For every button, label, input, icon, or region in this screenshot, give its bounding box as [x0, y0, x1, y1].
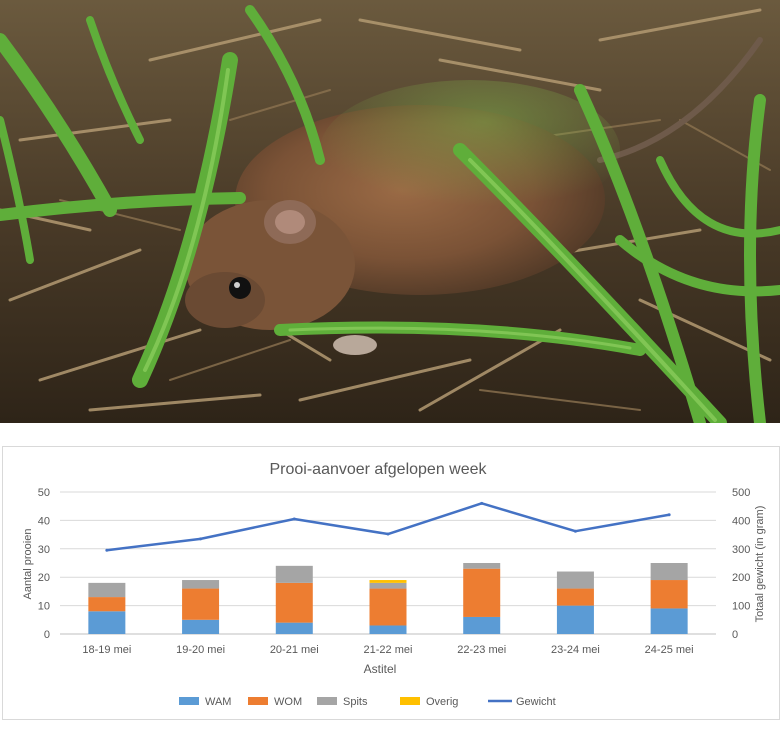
- y2-tick-label: 400: [732, 515, 750, 527]
- legend-item-spits: Spits: [317, 696, 368, 708]
- line-point: [573, 529, 577, 533]
- prey-delivery-chart: Prooi-aanvoer afgelopen week 0 10 20 30 40 50…: [22, 461, 766, 708]
- legend-label: WOM: [274, 696, 302, 708]
- y2-tick-label: 200: [732, 572, 750, 584]
- legend-swatch: [400, 697, 420, 705]
- bar-segment-spits: [182, 580, 220, 589]
- legend-item-gewicht: Gewicht: [488, 696, 556, 708]
- line-point: [667, 513, 671, 517]
- x-tick-label: 23-24 mei: [551, 644, 600, 656]
- bar-segment-wom: [369, 588, 407, 626]
- vole-photo-illustration: [0, 0, 780, 423]
- legend-item-wam: WAM: [179, 696, 231, 708]
- legend-swatch: [248, 697, 268, 705]
- x-axis-label: Astitel: [364, 662, 397, 676]
- line-point: [105, 548, 109, 552]
- bar-segment-wom: [182, 588, 220, 620]
- bars: [88, 563, 688, 634]
- y2-tick-label: 100: [732, 601, 750, 613]
- legend-swatch: [317, 697, 337, 705]
- bar-segment-wom: [275, 582, 313, 623]
- y2-tick-label: 300: [732, 544, 750, 556]
- legend-swatch: [179, 697, 199, 705]
- weight-line: [105, 501, 671, 552]
- legend-label: WAM: [205, 696, 231, 708]
- bar-segment-wom: [650, 580, 688, 609]
- line-series-gewicht: [106, 502, 670, 552]
- chart-title: Prooi-aanvoer afgelopen week: [269, 461, 487, 478]
- bar-segment-wam: [556, 605, 594, 634]
- bar-segment-spits: [88, 582, 126, 598]
- x-tick-label: 20-21 mei: [270, 644, 319, 656]
- legend-item-wom: WOM: [248, 696, 302, 708]
- bar-segment-spits: [463, 563, 501, 569]
- bar-segment-wom: [88, 597, 126, 612]
- line-point: [386, 532, 390, 536]
- x-tick-label: 19-20 mei: [176, 644, 225, 656]
- bar-segment-wom: [556, 588, 594, 606]
- y2-axis-label: Totaal gewicht (in gram): [754, 506, 766, 623]
- legend: WAM WOM Spits Overig Gewicht: [179, 696, 556, 708]
- bar-segment-wam: [182, 619, 220, 634]
- bar-segment-wam: [369, 625, 407, 634]
- x-tick-label: 24-25 mei: [645, 644, 694, 656]
- y-axis-label: Aantal prooien: [22, 529, 34, 600]
- y-tick-label: 40: [38, 515, 50, 527]
- y-tick-label: 30: [38, 544, 50, 556]
- bar-segment-spits: [369, 582, 407, 589]
- x-tick-label: 21-22 mei: [364, 644, 413, 656]
- y-tick-label: 0: [44, 629, 50, 641]
- bar-segment-overig: [369, 580, 407, 583]
- line-point: [199, 537, 203, 541]
- bar-segment-spits: [275, 565, 313, 583]
- bar-segment-wam: [88, 611, 126, 634]
- bar-segment-spits: [556, 571, 594, 589]
- legend-label: Overig: [426, 696, 458, 708]
- line-point: [292, 517, 296, 521]
- y2-tick-label: 500: [732, 487, 750, 499]
- vole-photo: [0, 0, 780, 423]
- bar-segment-wam: [463, 616, 501, 634]
- y-tick-label: 50: [38, 487, 50, 499]
- chart-panel: Prooi-aanvoer afgelopen week 0 10 20 30 40 50…: [2, 446, 780, 720]
- y-tick-label: 20: [38, 572, 50, 584]
- y-tick-label: 10: [38, 601, 50, 613]
- bar-segment-wom: [463, 568, 501, 617]
- x-tick-label: 18-19 mei: [82, 644, 131, 656]
- x-tick-label: 22-23 mei: [457, 644, 506, 656]
- legend-item-overig: Overig: [400, 696, 458, 708]
- legend-label: Gewicht: [516, 696, 556, 708]
- bar-segment-spits: [650, 563, 688, 581]
- legend-label: Spits: [343, 696, 368, 708]
- bar-segment-wam: [275, 622, 313, 634]
- line-point: [480, 501, 484, 505]
- bar-segment-wam: [650, 608, 688, 634]
- y2-tick-label: 0: [732, 629, 738, 641]
